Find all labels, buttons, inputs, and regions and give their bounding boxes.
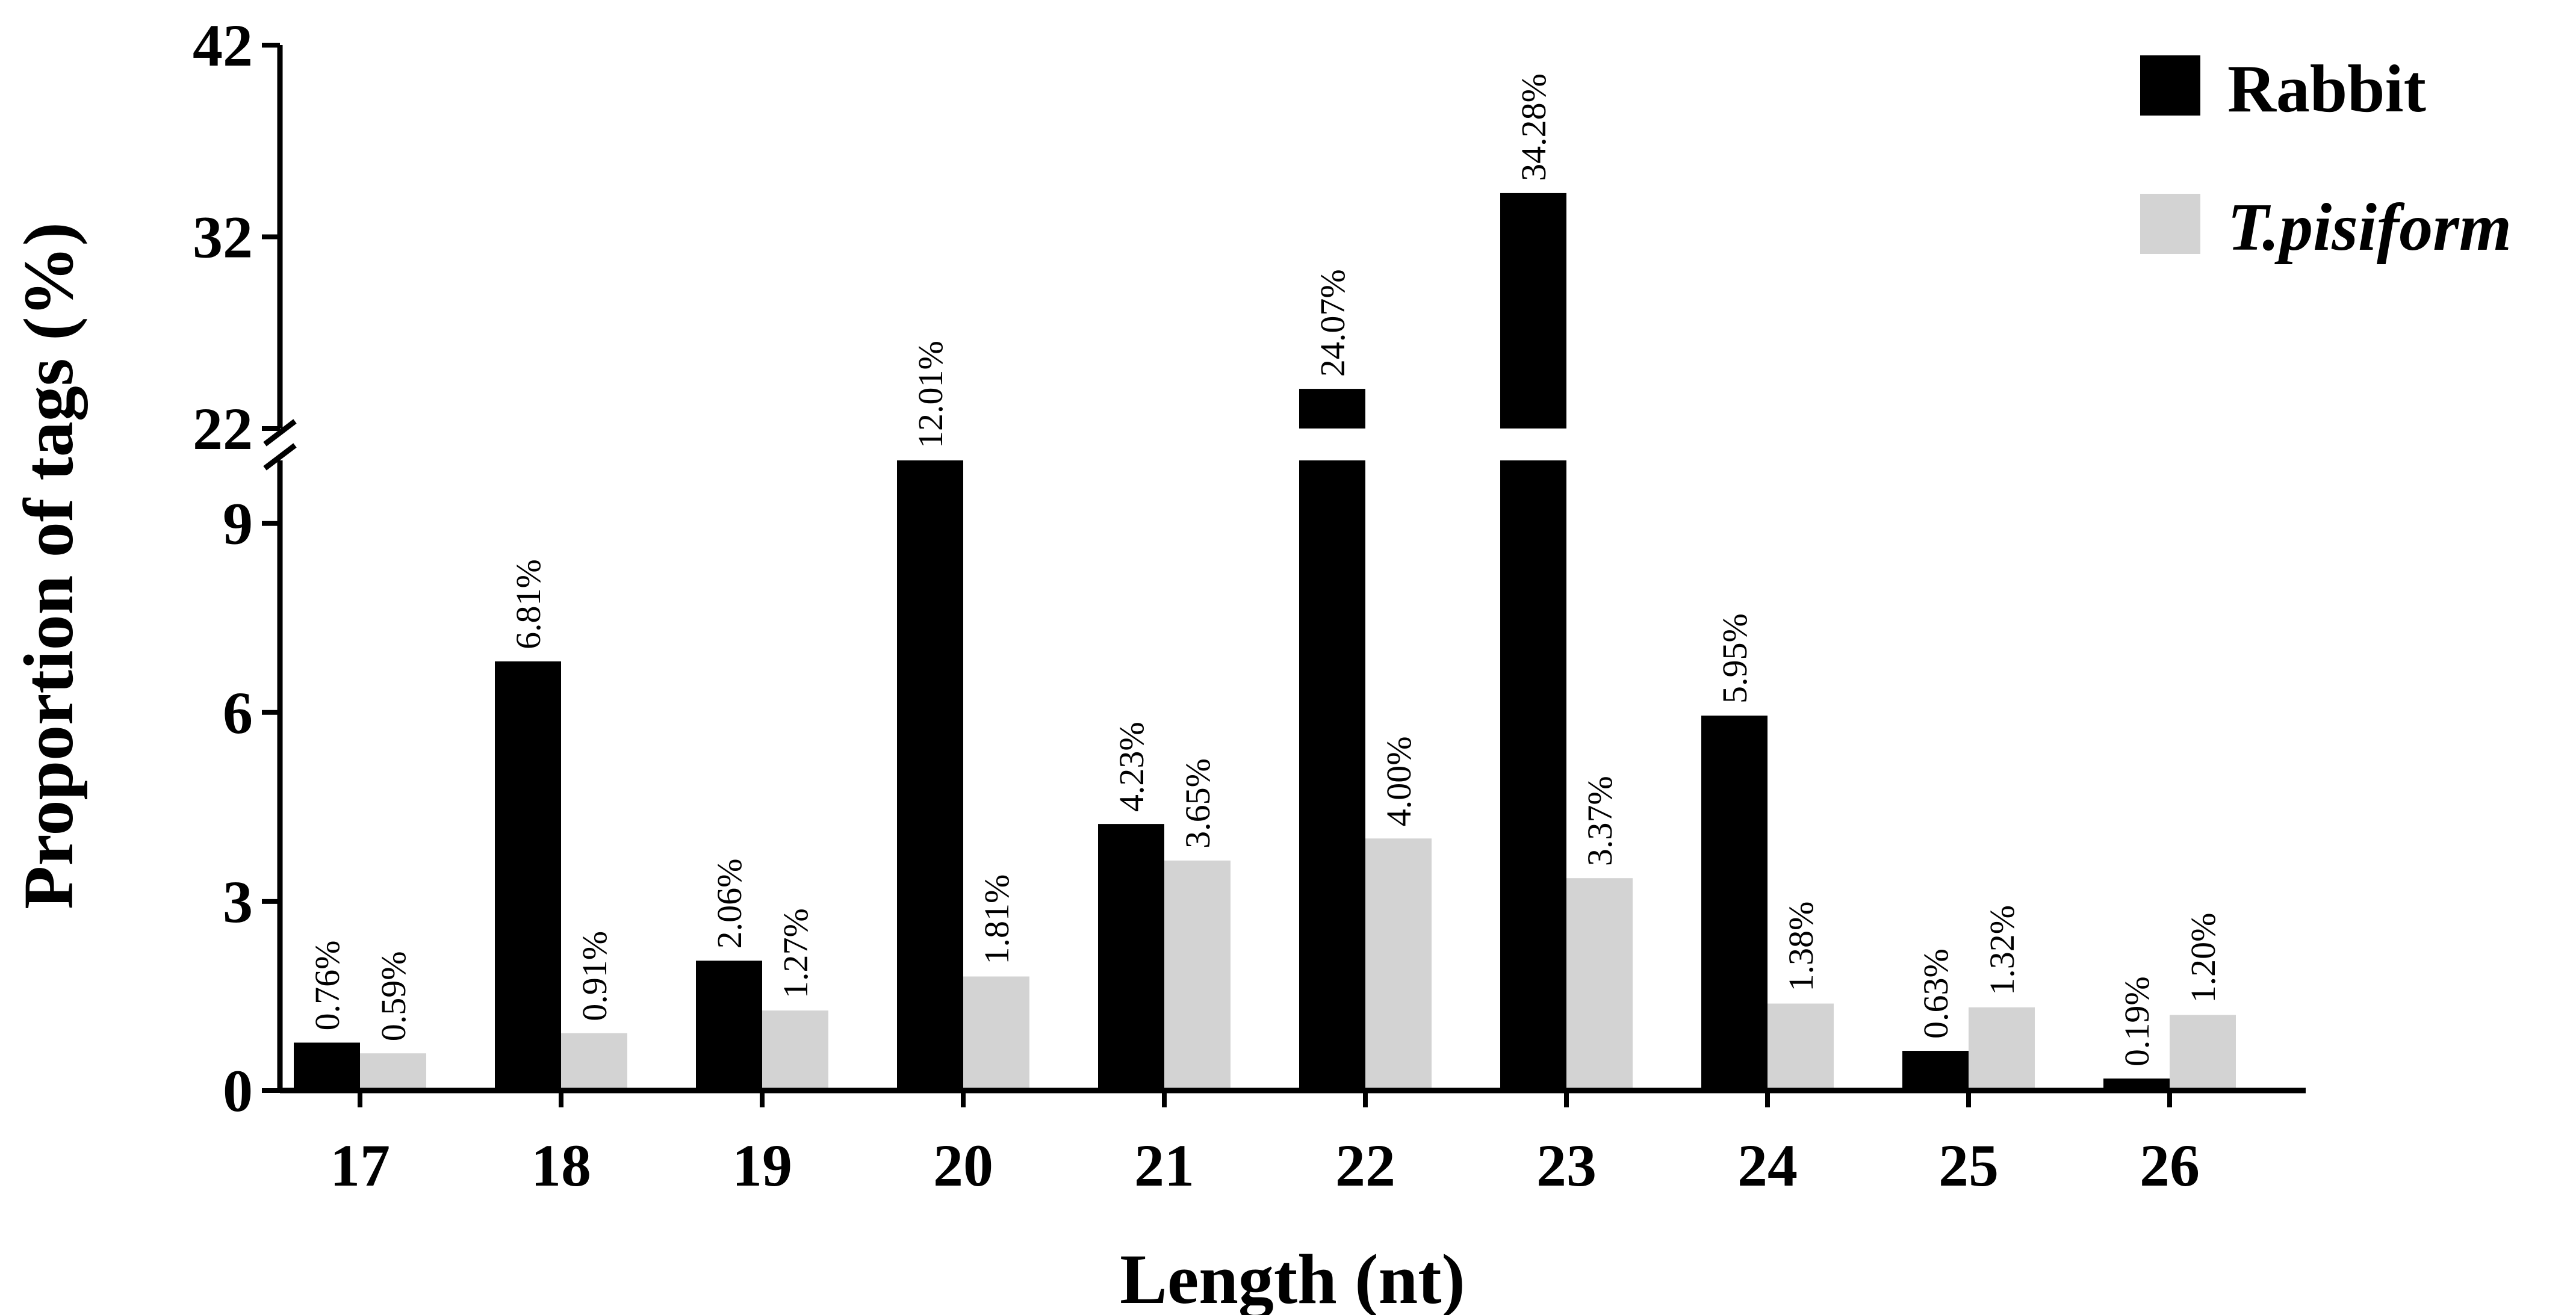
bar-tpisiform-25 [1969, 1007, 2035, 1091]
bar-tpisiform-23 [1566, 878, 1633, 1091]
bar-rabbit-19 [696, 961, 762, 1091]
x-axis-title: Length (nt) [1120, 1240, 1465, 1315]
data-label-rabbit-23: 34.28% [1514, 73, 1553, 181]
x-tick-label-23: 23 [1536, 1132, 1597, 1199]
x-tick-label-25: 25 [1938, 1132, 1999, 1199]
bar-tpisiform-20 [963, 976, 1029, 1091]
bars-upper-segment [1299, 193, 1566, 429]
bar-rabbit-21 [1098, 824, 1164, 1091]
x-ticks: 17 18 19 20 21 22 23 24 25 26 [330, 1091, 2200, 1199]
bar-rabbit-23 [1500, 460, 1566, 1091]
data-label-rabbit-22: 24.07% [1313, 269, 1352, 377]
x-tick-label-20: 20 [933, 1132, 993, 1199]
y-axis-title: Proportion of tags (%) [9, 222, 88, 909]
data-label-tpisiform-23: 3.37% [1580, 776, 1619, 866]
bar-rabbit-24 [1701, 716, 1768, 1091]
data-label-rabbit-25: 0.63% [1916, 948, 1955, 1039]
bar-rabbit-18 [495, 661, 561, 1091]
data-label-tpisiform-20: 1.81% [977, 874, 1016, 965]
data-labels: 0.76% 0.59% 6.81% 0.91% 2.06% 1.27% 12.01% 1.81… [308, 73, 2223, 1066]
bar-tpisiform-24 [1768, 1003, 1834, 1091]
data-label-tpisiform-26: 1.20% [2183, 913, 2223, 1003]
x-tick-label-26: 26 [2140, 1132, 2200, 1199]
y-tick-label-22: 22 [193, 395, 253, 462]
data-label-rabbit-20: 12.01% [911, 341, 950, 448]
legend-swatch-rabbit [2140, 55, 2200, 116]
data-label-rabbit-26: 0.19% [2117, 976, 2156, 1066]
data-label-tpisiform-25: 1.32% [1982, 905, 2022, 995]
data-label-tpisiform-18: 0.91% [575, 931, 614, 1021]
data-label-rabbit-21: 4.23% [1112, 722, 1151, 812]
legend-label-rabbit: Rabbit [2227, 52, 2426, 126]
x-tick-label-17: 17 [330, 1132, 390, 1199]
bar-tpisiform-21 [1164, 860, 1231, 1091]
data-label-rabbit-24: 5.95% [1715, 613, 1754, 704]
bar-tpisiform-26 [2170, 1015, 2236, 1091]
data-label-tpisiform-24: 1.38% [1781, 902, 1820, 992]
bar-rabbit-22-upper [1299, 389, 1365, 429]
y-tick-label-3: 3 [223, 868, 253, 935]
legend: Rabbit T.pisiform [2140, 52, 2512, 265]
data-label-rabbit-18: 6.81% [509, 559, 548, 649]
y-tick-label-6: 6 [223, 679, 253, 746]
x-tick-label-18: 18 [531, 1132, 591, 1199]
legend-label-tpisiform: T.pisiform [2227, 190, 2512, 265]
y-tick-label-9: 9 [223, 490, 253, 557]
bars-lower-segment [294, 460, 2236, 1091]
bar-rabbit-20 [897, 460, 963, 1091]
bar-rabbit-22 [1299, 460, 1365, 1091]
bar-tpisiform-18 [561, 1033, 627, 1091]
x-tick-label-22: 22 [1335, 1132, 1395, 1199]
bar-rabbit-23-upper [1500, 193, 1566, 429]
data-label-rabbit-19: 2.06% [710, 858, 749, 948]
bar-tpisiform-17 [360, 1053, 426, 1091]
x-tick-label-24: 24 [1737, 1132, 1798, 1199]
data-label-tpisiform-21: 3.65% [1178, 758, 1217, 849]
data-label-tpisiform-17: 0.59% [374, 951, 413, 1041]
bar-rabbit-17 [294, 1042, 360, 1091]
data-label-rabbit-17: 0.76% [308, 941, 347, 1031]
x-tick-label-21: 21 [1134, 1132, 1194, 1199]
x-tick-label-19: 19 [732, 1132, 792, 1199]
y-tick-label-42: 42 [193, 12, 253, 79]
bar-tpisiform-19 [762, 1010, 828, 1091]
y-ticks: 0 3 6 9 22 32 42 [193, 12, 280, 1124]
bar-rabbit-26 [2103, 1078, 2170, 1091]
data-label-tpisiform-19: 1.27% [776, 908, 815, 998]
bar-rabbit-25 [1902, 1051, 1969, 1091]
y-tick-label-0: 0 [223, 1057, 253, 1124]
axis-break-mark [263, 419, 297, 471]
data-label-tpisiform-22: 4.00% [1379, 736, 1418, 826]
y-tick-label-32: 32 [193, 204, 253, 271]
bar-tpisiform-22 [1365, 838, 1432, 1091]
legend-swatch-tpisiform [2140, 194, 2200, 254]
